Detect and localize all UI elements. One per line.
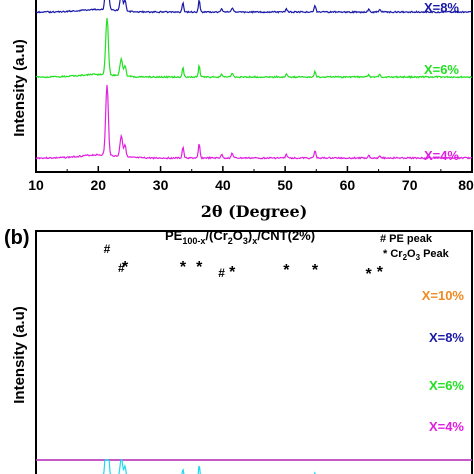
panel-a-tick-label-40: 40 [215, 177, 231, 193]
panel-a-trace-0 [35, 0, 473, 14]
panel-b-series-label-0: X=10% [422, 288, 465, 303]
panel-b-trace-4 [103, 459, 316, 474]
panel-a-tick-label-70: 70 [402, 177, 418, 193]
panel-b-series-labels: X=10% X=8% X=6% X=4% [422, 288, 465, 434]
panel-b-series-label-1: X=8% [429, 330, 464, 345]
peak-mark-4: * [196, 259, 203, 276]
panel-a-tick-label-60: 60 [340, 177, 356, 193]
peak-mark-10: * [377, 264, 384, 281]
panel-b-peak-marks: ##* * * # * * * * * [104, 242, 384, 283]
panel-a-tick-label-50: 50 [277, 177, 293, 193]
panel-a-series-labels: X=8% X=6% X=4% [424, 0, 459, 163]
panel-b-traces [36, 459, 472, 474]
panel-a-trace-1 [35, 18, 473, 79]
panel-a-traces [35, 0, 473, 160]
panel-a-x-ticks: 10 20 30 40 50 60 70 80 [28, 166, 474, 193]
peak-mark-1: # [118, 261, 125, 275]
panel-b-series-label-3: X=4% [429, 419, 464, 434]
panel-b-title: PE100-x/(Cr2O3)x/CNT(2%) [165, 228, 315, 246]
panel-b-frame [35, 230, 473, 474]
peak-mark-2: * [122, 259, 129, 276]
panel-a-series-label-1: X=6% [424, 62, 459, 77]
panel-a-y-axis-label: Intensity (a.u) [11, 39, 28, 137]
panel-b-y-axis-label: Intensity (a.u) [11, 306, 28, 404]
panel-a: X=8% X=6% X=4% 10 20 30 40 50 60 70 80 Intensity … [11, 0, 474, 221]
panel-a-series-label-2: X=4% [424, 148, 459, 163]
panel-a-series-label-0: X=8% [424, 0, 459, 15]
legend-pe-peak: # PE peak [380, 233, 433, 245]
panel-b: (b) PE100-x/(Cr2O3)x/CNT(2%) # PE peak *… [4, 227, 473, 474]
panel-a-tick-label-30: 30 [153, 177, 169, 193]
panel-b-series-label-2: X=6% [429, 378, 464, 393]
peak-mark-7: * [283, 262, 290, 279]
legend-cr2o3-peak: * Cr2O3 Peak [383, 248, 450, 262]
panel-a-tick-label-10: 10 [28, 177, 44, 193]
panel-a-trace-2 [35, 84, 473, 160]
peak-mark-3: * [180, 259, 187, 276]
peak-mark-0: # [104, 242, 111, 256]
peak-mark-9: * [365, 266, 372, 283]
panel-a-x-axis-label: 2θ (Degree) [201, 202, 308, 221]
panel-a-tick-label-80: 80 [458, 177, 474, 193]
panel-a-frame [35, 0, 473, 173]
peak-mark-6: * [229, 264, 236, 281]
panel-a-tick-label-20: 20 [90, 177, 106, 193]
peak-mark-8: * [312, 262, 319, 279]
panel-b-label: (b) [4, 227, 30, 249]
peak-mark-5: # [218, 266, 225, 280]
